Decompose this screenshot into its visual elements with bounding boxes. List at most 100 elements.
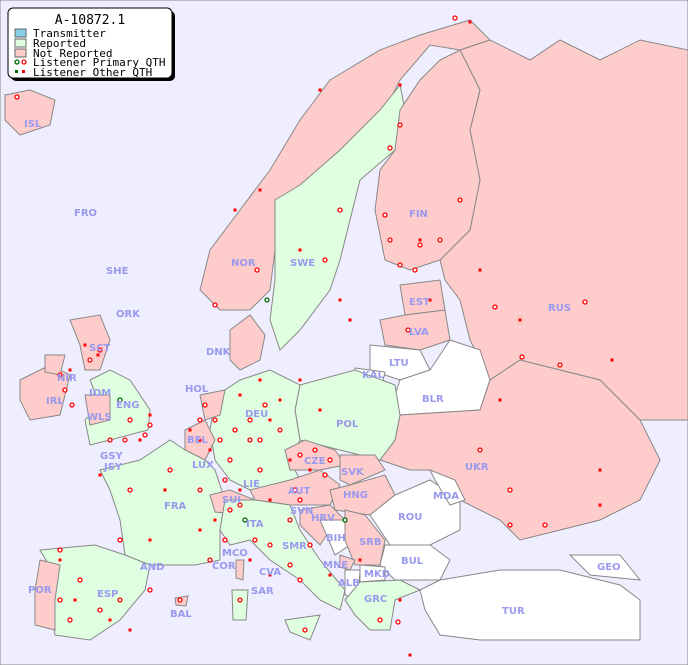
country-sicily[interactable] <box>284 614 321 641</box>
country-swe[interactable] <box>269 83 406 351</box>
listener-primary-qth-marker <box>247 437 253 443</box>
listener-other-qth-marker <box>238 488 242 492</box>
listener-primary-qth-marker <box>312 447 318 453</box>
listener-primary-qth-marker <box>87 357 93 363</box>
other-qth-icon-red <box>22 70 25 73</box>
listener-other-qth-marker <box>598 468 602 472</box>
listener-other-qth-marker <box>308 468 312 472</box>
listener-other-qth-marker <box>148 413 152 417</box>
listener-other-qth-marker <box>98 473 102 477</box>
listener-other-qth-marker <box>213 518 217 522</box>
listener-other-qth-marker <box>428 298 432 302</box>
legend-primary-qth: Listener Primary QTH <box>33 56 165 69</box>
listener-primary-qth-marker <box>57 372 63 378</box>
label-hng: HNG <box>343 490 368 501</box>
listener-other-qth-marker <box>268 498 272 502</box>
country-grc[interactable] <box>344 579 422 631</box>
label-blr: BLR <box>422 394 444 405</box>
listener-primary-qth-marker <box>202 402 208 408</box>
listener-other-qth-marker <box>208 448 212 452</box>
listener-other-qth-marker <box>318 88 322 92</box>
country-isl[interactable] <box>4 89 56 136</box>
label-est: EST <box>409 297 430 308</box>
label-iom: IOM <box>89 388 111 399</box>
listener-other-qth-marker <box>348 318 352 322</box>
listener-other-qth-marker <box>288 458 292 462</box>
label-srb: SRB <box>359 537 382 548</box>
listener-primary-qth-marker <box>177 597 183 603</box>
listener-other-qth-marker <box>398 83 402 87</box>
country-mda[interactable] <box>428 469 466 506</box>
country-wls[interactable] <box>84 394 111 426</box>
listener-other-qth-marker <box>108 618 112 622</box>
listener-primary-qth-marker <box>167 467 173 473</box>
legend-swatch-not-reported <box>14 48 27 58</box>
country-svk[interactable] <box>339 454 386 486</box>
listener-primary-qth-marker <box>322 472 328 478</box>
listener-primary-qth-marker <box>412 267 418 273</box>
country-tur[interactable] <box>419 569 641 641</box>
listener-primary-qth-marker <box>197 487 203 493</box>
country-sar[interactable] <box>231 589 249 621</box>
listener-primary-qth-marker <box>297 452 303 458</box>
country-mkd[interactable] <box>359 564 386 583</box>
listener-other-qth-marker <box>128 628 132 632</box>
listener-other-qth-marker <box>258 378 262 382</box>
listener-other-qth-marker <box>478 268 482 272</box>
country-dnk[interactable] <box>229 314 266 371</box>
label-bel: BEL <box>187 435 208 446</box>
listener-primary-qth-marker <box>57 597 63 603</box>
listener-other-qth-marker <box>248 558 252 562</box>
listener-primary-qth-marker <box>222 537 228 543</box>
label-lva: LVA <box>409 327 429 338</box>
label-hol: HOL <box>185 384 209 395</box>
country-sct[interactable] <box>69 314 111 371</box>
country-geo[interactable] <box>568 554 642 581</box>
label-fro: FRO <box>74 208 97 219</box>
listener-primary-qth-marker <box>507 522 513 528</box>
listener-primary-qth-marker <box>519 354 525 360</box>
primary-qth-icon-red <box>21 59 27 65</box>
label-ltu: LTU <box>389 358 409 369</box>
label-deu: DEU <box>245 409 268 420</box>
label-dnk: DNK <box>206 347 232 358</box>
country-fin[interactable] <box>374 49 481 271</box>
listener-primary-qth-marker <box>257 437 263 443</box>
label-jsy: JSY <box>103 462 123 473</box>
country-hol[interactable] <box>199 389 226 421</box>
legend-not-reported: Not Reported <box>33 47 112 60</box>
country-cor[interactable] <box>235 559 245 581</box>
listener-primary-qth-marker <box>405 327 411 333</box>
listener-primary-qth-marker <box>452 15 458 21</box>
listener-primary-qth-marker <box>327 457 333 463</box>
country-nor[interactable] <box>199 19 491 311</box>
listener-primary-qth-marker <box>342 517 348 523</box>
label-bal: BAL <box>170 609 192 620</box>
legend-transmitter: Transmitter <box>33 27 106 40</box>
country-por[interactable] <box>34 559 61 631</box>
listener-primary-qth-marker <box>122 437 128 443</box>
listener-other-qth-marker <box>163 488 167 492</box>
listener-primary-qth-marker <box>212 302 218 308</box>
listener-primary-qth-marker <box>397 262 403 268</box>
listener-other-qth-marker <box>198 528 202 532</box>
label-aut: AUT <box>288 486 311 497</box>
label-rus: RUS <box>548 303 571 314</box>
listener-other-qth-marker <box>598 503 602 507</box>
listener-other-qth-marker <box>318 408 322 412</box>
listener-primary-qth-marker <box>557 362 563 368</box>
listener-primary-qth-marker <box>242 517 248 523</box>
listener-other-qth-marker <box>68 368 72 372</box>
label-esp: ESP <box>97 589 118 600</box>
country-ita[interactable] <box>219 499 346 611</box>
label-cor: COR <box>212 561 236 572</box>
label-ukr: UKR <box>465 462 489 473</box>
label-geo: GEO <box>597 562 621 573</box>
listener-primary-qth-marker <box>382 212 388 218</box>
listener-other-qth-marker <box>58 558 62 562</box>
label-pol: POL <box>336 419 359 430</box>
label-por: POR <box>28 585 52 596</box>
listener-other-qth-marker <box>238 393 242 397</box>
label-cze: CZE <box>304 456 326 467</box>
listener-other-qth-marker <box>498 398 502 402</box>
